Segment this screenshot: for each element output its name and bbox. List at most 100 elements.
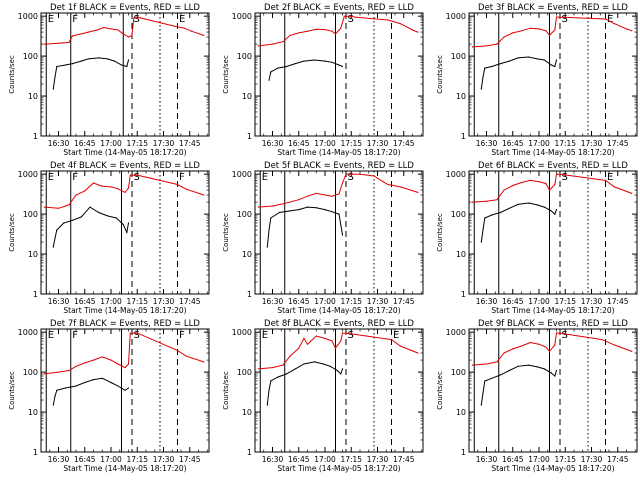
data-point <box>315 207 317 209</box>
data-point <box>84 190 86 192</box>
data-point <box>559 16 561 18</box>
x-axis-label: Start Time (14-May-05 18:17:20) <box>63 306 186 315</box>
data-point <box>80 33 82 35</box>
data-point <box>482 229 484 231</box>
data-point <box>373 175 375 177</box>
plot-frame <box>254 12 424 137</box>
data-point <box>548 189 551 191</box>
y-tick-label: 1000 <box>18 12 38 21</box>
data-point <box>527 202 530 204</box>
data-point <box>80 216 82 218</box>
data-point <box>382 181 384 183</box>
data-point <box>322 363 324 365</box>
data-point <box>411 29 414 31</box>
data-point <box>54 237 56 239</box>
data-point <box>340 340 342 342</box>
plot-frame <box>40 12 210 137</box>
event-marker-label: E <box>262 172 268 183</box>
panel-det-5: Det 5f BLACK = Events, RED = LLD 1 10 100 10… <box>222 161 424 315</box>
x-tick-label: 17:30 <box>581 139 603 148</box>
data-point <box>480 88 482 90</box>
y-axis-label: Counts/sec <box>222 371 230 410</box>
events-series-line <box>266 206 343 248</box>
data-point <box>480 241 482 243</box>
event-marker-label: E <box>48 172 54 183</box>
data-point <box>306 343 309 345</box>
data-point <box>359 173 361 175</box>
data-point <box>482 392 484 394</box>
y-tick-label: 1 <box>33 448 38 457</box>
x-tick-label: 17:00 <box>100 297 122 306</box>
y-axis-label: Counts/sec <box>8 213 16 252</box>
data-point <box>341 65 344 68</box>
data-point <box>303 363 305 365</box>
data-point <box>117 363 119 365</box>
data-point <box>282 203 284 205</box>
data-point <box>417 191 419 193</box>
data-point <box>176 183 179 186</box>
x-tick-label: 17:15 <box>126 297 148 306</box>
data-point <box>543 368 545 370</box>
data-point <box>315 335 317 337</box>
data-point <box>555 173 558 175</box>
data-point <box>266 246 268 248</box>
data-point <box>131 34 133 37</box>
data-point <box>43 206 46 208</box>
event-marker-label: S <box>562 330 568 341</box>
x-tick-label: 16:45 <box>288 139 310 148</box>
data-point <box>127 222 130 224</box>
lld-series-line <box>472 332 632 366</box>
data-point <box>417 352 419 354</box>
data-point <box>512 32 514 34</box>
data-point <box>601 339 603 341</box>
data-point <box>545 346 547 348</box>
data-point <box>331 61 333 63</box>
x-tick-label: 17:45 <box>607 297 629 306</box>
y-tick-label: 1000 <box>446 328 466 337</box>
data-point <box>387 19 389 21</box>
data-point <box>298 347 300 349</box>
data-point <box>136 174 138 176</box>
data-point <box>496 199 498 201</box>
x-tick-label: 16:45 <box>74 297 96 306</box>
x-tick-label: 17:30 <box>153 455 175 464</box>
data-point <box>313 361 316 363</box>
data-point <box>536 366 538 368</box>
data-point <box>338 193 340 195</box>
data-point <box>96 29 98 31</box>
data-point <box>491 65 493 68</box>
x-tick-label: 16:30 <box>476 139 498 148</box>
data-point <box>89 206 91 208</box>
data-point <box>68 41 70 44</box>
x-tick-label: 16:45 <box>288 297 310 306</box>
event-marker-label: E <box>179 14 185 25</box>
data-point <box>484 380 486 382</box>
plot-frame <box>40 170 210 295</box>
data-point <box>285 65 288 68</box>
y-tick-label: 10 <box>242 92 252 101</box>
data-point <box>555 332 558 334</box>
data-point <box>98 211 100 214</box>
data-point <box>387 183 389 186</box>
data-point <box>340 27 342 29</box>
data-point <box>110 186 112 188</box>
y-axis-label: Counts/sec <box>436 55 444 94</box>
data-point <box>257 206 260 208</box>
x-tick-label: 17:15 <box>554 455 576 464</box>
x-tick-label: 16:45 <box>74 455 96 464</box>
data-point <box>331 211 333 213</box>
data-point <box>334 347 337 349</box>
panel-title: Det 4f BLACK = Events, RED = LLD <box>50 161 200 171</box>
data-point <box>101 356 103 358</box>
event-marker-label: E <box>607 14 613 25</box>
plot-frame <box>254 170 424 295</box>
x-tick-label: 17:15 <box>554 297 576 306</box>
data-point <box>313 59 316 61</box>
plot-frame <box>40 328 210 453</box>
x-axis-label: Start Time (14-May-05 18:17:20) <box>491 464 614 473</box>
data-point <box>110 359 112 361</box>
data-point <box>98 57 100 59</box>
panel-det-3: Det 3f BLACK = Events, RED = LLD 1 10 100 10… <box>436 3 638 157</box>
x-tick-label: 16:30 <box>262 139 284 148</box>
